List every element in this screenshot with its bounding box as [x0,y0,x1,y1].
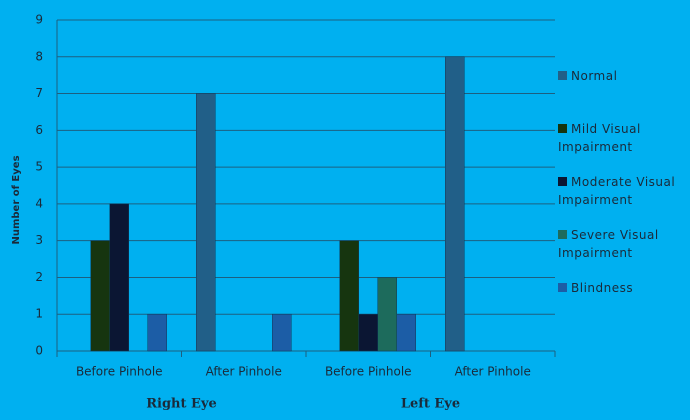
x-tick-label: After Pinhole [455,365,531,379]
y-tick-label: 7 [35,86,43,100]
bar [339,240,359,352]
bar [147,313,167,352]
bar [109,203,129,352]
group-label: Right Eye [146,397,217,412]
legend-swatch [558,177,567,186]
legend-item: Mild Visual Impairment [558,120,680,156]
legend-swatch [558,71,567,80]
legend-label: Severe Visual Impairment [558,228,659,260]
y-tick-label: 5 [35,160,43,174]
y-tick-label: 8 [35,49,43,63]
legend-item: Severe Visual Impairment [558,226,680,262]
bar [377,277,397,352]
y-tick-label: 6 [35,123,43,137]
bar [196,93,216,352]
legend-item: Moderate Visual Impairment [558,173,680,209]
x-tick-label: Before Pinhole [325,365,412,379]
group-label: Left Eye [401,397,460,412]
legend-label: Mild Visual Impairment [558,122,641,154]
y-tick-label: 4 [35,196,43,210]
legend-label: Blindness [571,281,634,295]
bar [272,313,292,352]
bar [90,240,110,352]
legend-swatch [558,124,567,133]
y-tick-label: 1 [35,307,43,321]
y-tick-label: 3 [35,233,43,247]
bar [358,313,378,352]
y-axis-label: Number of Eyes [11,155,22,244]
legend-item: Blindness [558,279,680,297]
y-tick-label: 2 [35,270,43,284]
y-tick-label: 0 [35,344,43,358]
bar [396,313,416,352]
bar [445,56,465,352]
legend-swatch [558,283,567,292]
legend-swatch [558,230,567,239]
y-tick-label: 9 [35,13,43,27]
x-tick-label: After Pinhole [206,365,282,379]
legend-label: Moderate Visual Impairment [558,175,676,207]
legend-label: Normal [571,69,618,83]
x-tick-label: Before Pinhole [76,365,163,379]
legend-item: Normal [558,67,680,85]
